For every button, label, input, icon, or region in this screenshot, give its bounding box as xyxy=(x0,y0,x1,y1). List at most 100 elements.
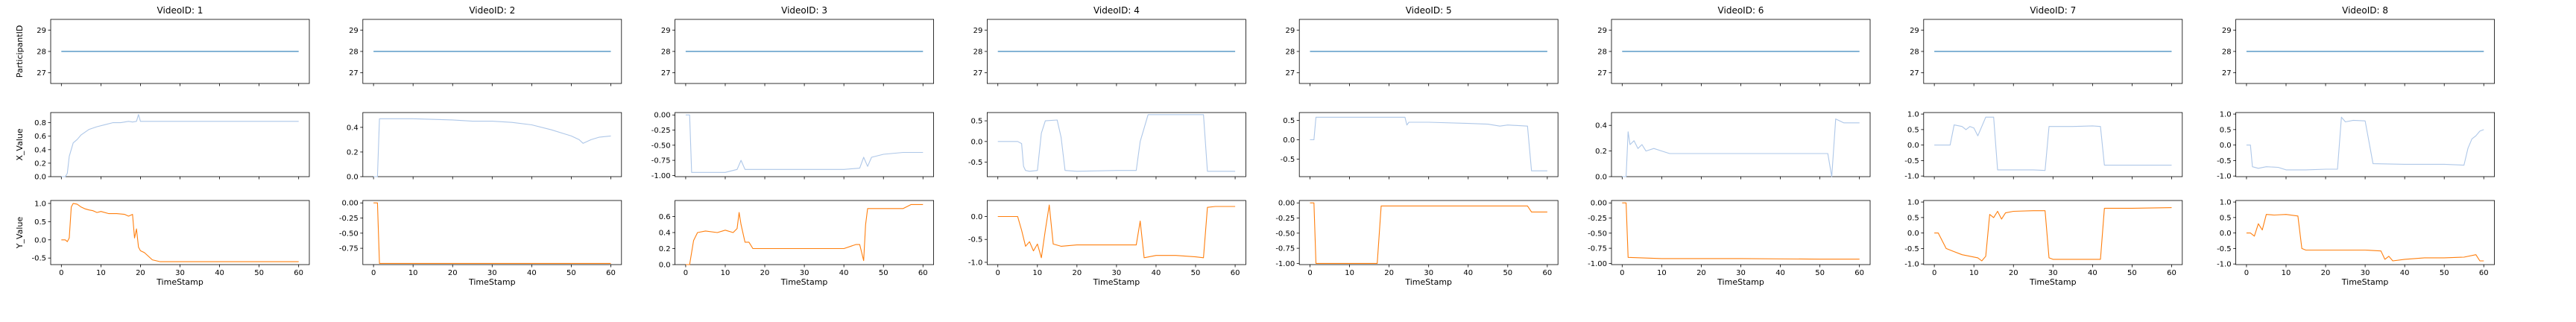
x-tick-label: 0 xyxy=(371,269,376,277)
series-line-x-value xyxy=(2246,116,2484,171)
y-tick-label: 0.5 xyxy=(1283,117,1295,125)
x-tick-label: 20 xyxy=(1696,269,1706,277)
x-tick-label: 10 xyxy=(408,269,418,277)
x-tick-label: 20 xyxy=(760,269,770,277)
y-tick-label: 27 xyxy=(973,69,983,78)
subplot-participant: 27 28 29 xyxy=(1285,19,1559,86)
x-tick-label: 10 xyxy=(721,269,730,277)
y-tick-label: -0.5 xyxy=(968,236,983,244)
x-tick-label: 40 xyxy=(527,269,537,277)
axes-frame xyxy=(675,200,934,265)
x-axis-label: TimeStamp xyxy=(2341,277,2389,287)
y-tick-label: -0.25 xyxy=(1275,215,1295,223)
x-axis-label: TimeStamp xyxy=(780,277,828,287)
subplot-y-value: 0.0 0.2 0.4 0.6 0 10 20 30 40 50 60 TimeStamp xyxy=(659,200,934,287)
y-tick-label: -0.5 xyxy=(1281,156,1295,164)
y-tick-label: 1.0 xyxy=(1907,199,1919,207)
y-tick-label: 0.4 xyxy=(34,146,46,154)
x-axis-label: TimeStamp xyxy=(1404,277,1452,287)
series-line-x-value xyxy=(1310,116,1547,171)
axes-frame xyxy=(50,112,310,177)
axes-frame xyxy=(1298,200,1559,265)
x-tick-label: 10 xyxy=(1345,269,1354,277)
series-line-y-value xyxy=(1310,202,1547,264)
y-tick-label: 0.4 xyxy=(659,230,671,238)
y-tick-label: 1.0 xyxy=(2220,199,2232,207)
x-tick-label: 60 xyxy=(1854,269,1864,277)
x-tick-label: 50 xyxy=(566,269,576,277)
panel-title: VideoID: 5 xyxy=(1406,5,1452,16)
x-tick-label: 30 xyxy=(800,269,809,277)
panel-column-5: VideoID: 5 27 28 29 -0.5 0.0 0.5 -1.00 -0.75 -0.5… xyxy=(1275,5,1559,287)
y-tick-label: 29 xyxy=(37,27,46,35)
x-tick-label: 10 xyxy=(96,269,106,277)
y-tick-label: 0.2 xyxy=(34,160,46,168)
subplot-y-value: -1.0 -0.5 0.0 0 10 20 30 40 50 60 TimeStamp xyxy=(968,200,1246,287)
x-tick-label: 60 xyxy=(294,269,303,277)
panel-title: VideoID: 8 xyxy=(2342,5,2388,16)
series-line-y-value xyxy=(1622,202,1860,260)
x-tick-label: 60 xyxy=(2479,269,2489,277)
y-tick-label: -0.5 xyxy=(2217,245,2232,253)
y-tick-label: -0.25 xyxy=(339,215,359,223)
y-tick-label: 0.2 xyxy=(1595,148,1607,156)
x-tick-label: 40 xyxy=(2400,269,2410,277)
x-axis-label: TimeStamp xyxy=(468,277,516,287)
x-tick-label: 60 xyxy=(918,269,928,277)
y-tick-label: 29 xyxy=(1597,27,1607,35)
panel-title: VideoID: 2 xyxy=(469,5,515,16)
y-tick-label: 29 xyxy=(973,27,983,35)
subplot-x-value: 0.0 0.2 0.4 xyxy=(1595,112,1871,182)
subplot-x-value: -1.0 -0.5 0.0 0.5 1.0 xyxy=(2217,111,2496,181)
y-tick-label: -0.50 xyxy=(651,142,671,150)
y-axis-label: X_Value xyxy=(15,128,25,160)
y-tick-label: 0.0 xyxy=(1595,174,1607,182)
subplot-participant: 27 28 29 xyxy=(661,19,934,86)
series-line-y-value xyxy=(685,203,924,265)
x-tick-label: 30 xyxy=(1112,269,1122,277)
axes-frame xyxy=(1923,112,2183,177)
panel-column-4: VideoID: 4 27 28 29 -0.5 0.0 0.5 -1.0 -0.5 0.0 0 10… xyxy=(968,5,1246,287)
y-tick-label: 0.0 xyxy=(347,174,359,182)
x-tick-label: 0 xyxy=(684,269,688,277)
subplot-participant: 27 28 29 ParticipantID xyxy=(15,19,310,86)
subplot-y-value: -1.0 -0.5 0.0 0.5 1.0 0 10 20 30 40 50 60 TimeStamp xyxy=(1904,199,2183,287)
y-tick-label: 0.0 xyxy=(970,138,982,146)
y-tick-label: 27 xyxy=(661,69,671,78)
y-tick-label: 27 xyxy=(349,69,359,78)
subplot-y-value: -0.5 0.0 0.5 1.0 0 10 20 30 40 50 60 Y_Value TimeSta… xyxy=(15,200,310,287)
x-tick-label: 30 xyxy=(2048,269,2058,277)
series-line-y-value xyxy=(61,203,299,262)
panels-layer: VideoID: 1272829ParticipantID0.00.20.40.… xyxy=(15,5,2496,287)
x-tick-label: 50 xyxy=(2127,269,2137,277)
series-line-x-value xyxy=(373,118,611,177)
y-tick-label: 0.4 xyxy=(1595,122,1607,130)
x-tick-label: 30 xyxy=(1424,269,1433,277)
y-tick-label: 29 xyxy=(2222,27,2232,35)
y-tick-label: 1.0 xyxy=(1907,111,1919,119)
subplot-y-value: -1.00 -0.75 -0.50 -0.25 0.00 0 10 20 30 40 50 60 Tim… xyxy=(1588,200,1871,287)
x-tick-label: 0 xyxy=(2244,269,2249,277)
y-tick-label: 1.0 xyxy=(34,200,46,208)
y-tick-label: -1.0 xyxy=(2217,173,2232,181)
y-tick-label: 28 xyxy=(37,48,46,57)
y-tick-label: 28 xyxy=(973,48,983,57)
x-tick-label: 40 xyxy=(1152,269,1161,277)
y-tick-label: 27 xyxy=(37,69,46,78)
series-line-y-value xyxy=(1934,207,2172,262)
y-tick-label: -1.0 xyxy=(1904,173,1919,181)
x-tick-label: 60 xyxy=(1543,269,1553,277)
y-tick-label: 0.8 xyxy=(34,119,46,127)
subplot-y-value: -1.0 -0.5 0.0 0.5 1.0 0 10 20 30 40 50 60 TimeStamp xyxy=(2217,199,2496,287)
y-tick-label: -0.50 xyxy=(339,230,359,238)
x-tick-label: 0 xyxy=(1932,269,1936,277)
x-tick-label: 50 xyxy=(1191,269,1201,277)
y-tick-label: 0.2 xyxy=(347,148,359,157)
y-tick-label: 27 xyxy=(1910,69,1919,78)
series-line-y-value xyxy=(997,204,1236,259)
y-tick-label: 0.4 xyxy=(347,124,359,132)
series-line-y-value xyxy=(373,202,611,264)
y-tick-label: 29 xyxy=(1910,27,1919,35)
x-tick-label: 20 xyxy=(136,269,145,277)
